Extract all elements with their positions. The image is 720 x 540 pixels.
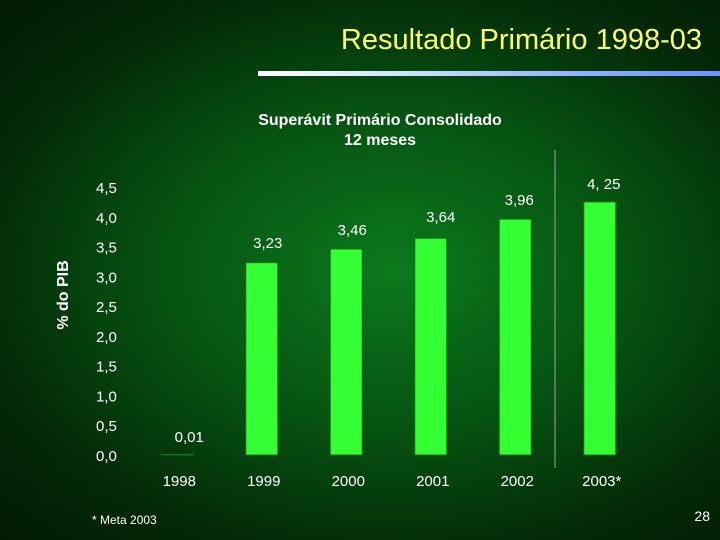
y-tick-label: 3,5 xyxy=(96,240,117,257)
x-tick-label: 1998 xyxy=(163,473,196,490)
y-tick-label: 2,0 xyxy=(96,329,117,346)
y-tick-label: 4,5 xyxy=(96,180,117,197)
y-tick-label: 4,0 xyxy=(96,210,117,227)
y-tick-label: 3,0 xyxy=(96,269,117,286)
chart-subtitle: 12 meses xyxy=(343,132,417,149)
data-label: 3,46 xyxy=(338,222,367,239)
data-label: 3,96 xyxy=(505,192,534,209)
bar-2000 xyxy=(329,248,363,456)
x-tick-label: 2001 xyxy=(416,473,449,490)
bar-2001 xyxy=(414,237,448,456)
y-tick-label: 0,5 xyxy=(96,418,117,435)
x-tick-label: 2002 xyxy=(501,473,534,490)
footnote: * Meta 2003 xyxy=(92,513,157,527)
y-tick-label: 2,5 xyxy=(96,299,117,316)
y-tick-label: 1,0 xyxy=(96,388,117,405)
y-tick-label: 1,5 xyxy=(96,359,117,376)
chart-title: Superávit Primário Consolidado xyxy=(258,112,502,129)
y-tick-label: 0,0 xyxy=(96,448,117,465)
x-tick-label: 2000 xyxy=(332,473,365,490)
bar-2002 xyxy=(498,218,532,456)
page-number: 28 xyxy=(694,508,710,524)
x-tick-label: 2003* xyxy=(582,473,621,490)
bar-1999 xyxy=(245,262,279,456)
data-label: 3,23 xyxy=(253,235,282,252)
chart-title-block: Superávit Primário Consolidado 12 meses xyxy=(230,111,530,151)
data-label: 4, 25 xyxy=(587,176,620,193)
data-label: 3,64 xyxy=(426,209,455,226)
data-label: 0,01 xyxy=(175,429,204,446)
y-axis-title: % do PIB xyxy=(55,260,72,329)
slide-title: Resultado Primário 1998-03 xyxy=(340,24,702,56)
title-underline xyxy=(258,71,720,76)
x-tick-label: 1999 xyxy=(247,473,280,490)
bar-2003 xyxy=(583,201,617,456)
bar-1998 xyxy=(160,453,194,456)
